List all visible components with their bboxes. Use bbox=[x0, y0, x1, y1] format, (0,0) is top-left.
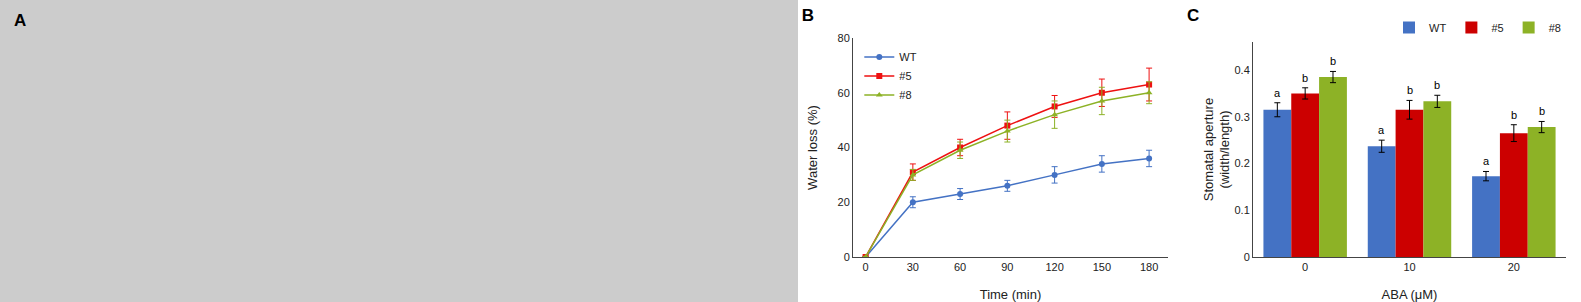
svg-text:#5: #5 bbox=[899, 70, 911, 82]
svg-text:B: B bbox=[802, 6, 814, 25]
svg-text:10: 10 bbox=[1403, 261, 1415, 273]
svg-text:90: 90 bbox=[1001, 261, 1013, 273]
svg-text:Water loss (%): Water loss (%) bbox=[805, 105, 820, 190]
svg-text:0.4: 0.4 bbox=[1235, 64, 1250, 76]
svg-text:a: a bbox=[1483, 155, 1490, 167]
svg-text:40: 40 bbox=[838, 141, 850, 153]
svg-text:Stomatal aperture(width/length: Stomatal aperture(width/length) bbox=[1201, 98, 1233, 201]
svg-text:ABA (μM): ABA (μM) bbox=[1382, 287, 1438, 302]
svg-text:#5: #5 bbox=[1491, 22, 1503, 34]
svg-text:150: 150 bbox=[1093, 261, 1111, 273]
svg-text:b: b bbox=[1434, 79, 1440, 91]
svg-text:60: 60 bbox=[838, 87, 850, 99]
svg-text:0.1: 0.1 bbox=[1235, 204, 1250, 216]
svg-text:WT: WT bbox=[1429, 22, 1446, 34]
svg-text:#8: #8 bbox=[1549, 22, 1561, 34]
svg-text:30: 30 bbox=[907, 261, 919, 273]
svg-text:180: 180 bbox=[1140, 261, 1158, 273]
svg-text:b: b bbox=[1539, 105, 1545, 117]
svg-text:b: b bbox=[1511, 109, 1517, 121]
svg-text:WT: WT bbox=[899, 51, 916, 63]
svg-text:0: 0 bbox=[1244, 251, 1250, 263]
svg-text:Time (min): Time (min) bbox=[980, 287, 1042, 302]
svg-text:20: 20 bbox=[838, 196, 850, 208]
svg-text:b: b bbox=[1302, 72, 1308, 84]
svg-text:0.2: 0.2 bbox=[1235, 157, 1250, 169]
svg-text:0: 0 bbox=[844, 251, 850, 263]
svg-text:0.3: 0.3 bbox=[1235, 111, 1250, 123]
svg-text:20: 20 bbox=[1508, 261, 1520, 273]
svg-text:60: 60 bbox=[954, 261, 966, 273]
svg-text:a: a bbox=[1378, 124, 1385, 136]
svg-text:80: 80 bbox=[838, 32, 850, 44]
svg-text:b: b bbox=[1407, 84, 1413, 96]
svg-text:A: A bbox=[14, 11, 26, 30]
svg-text:a: a bbox=[1274, 87, 1281, 99]
svg-text:0: 0 bbox=[1302, 261, 1308, 273]
svg-text:0: 0 bbox=[863, 261, 869, 273]
svg-text:b: b bbox=[1330, 55, 1336, 67]
svg-text:#8: #8 bbox=[899, 89, 911, 101]
svg-text:C: C bbox=[1187, 6, 1199, 25]
svg-text:120: 120 bbox=[1045, 261, 1063, 273]
